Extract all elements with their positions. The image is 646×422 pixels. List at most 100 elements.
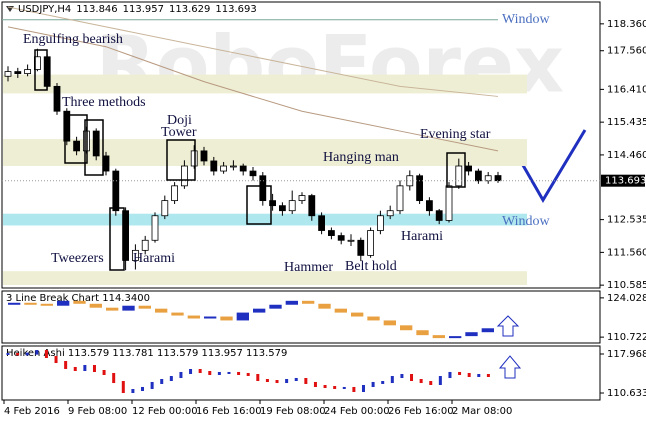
candle-body	[435, 210, 443, 221]
line-break-block	[40, 303, 53, 306]
heiken-bar	[25, 352, 29, 356]
candle-body	[180, 165, 188, 187]
candle-body	[308, 195, 316, 217]
candle-body	[131, 249, 139, 261]
heiken-bar	[438, 376, 442, 385]
heiken-bar	[198, 368, 202, 374]
heiken-bar	[16, 352, 20, 356]
line-break-block	[204, 316, 217, 319]
heiken-bar	[141, 386, 145, 391]
y-tick-label: 110.633	[607, 388, 646, 399]
chart-header: USDJPY,H4 113.846 113.957 113.629 113.693	[18, 4, 257, 15]
x-tick-label: 9 Feb 08:00	[68, 406, 127, 417]
line-break-block	[220, 316, 233, 321]
pattern-box	[109, 207, 125, 271]
candle-body	[357, 239, 365, 256]
header-value: 113.957	[123, 4, 164, 15]
heiken-bar	[160, 378, 164, 384]
heiken-bar	[304, 377, 308, 384]
x-tick-label: 16 Feb 16:00	[196, 406, 262, 417]
heiken-bar	[64, 361, 68, 369]
x-tick-label: 4 Feb 2016	[4, 406, 60, 417]
price-label: 113.693	[605, 176, 646, 187]
moving-average	[7, 6, 499, 97]
candle-body	[445, 185, 453, 221]
heiken-bar	[361, 385, 365, 393]
x-tick-label: 2 Mar 08:00	[452, 406, 512, 417]
pattern-box	[64, 114, 88, 164]
line-break-block	[253, 308, 266, 313]
candle-body	[288, 200, 296, 212]
y-tick-label: 118.360	[607, 19, 646, 30]
heiken-bar	[227, 371, 231, 374]
x-tick-label: 12 Feb 00:00	[132, 406, 198, 417]
annotation: Harami	[133, 251, 175, 266]
zone	[3, 74, 527, 94]
candle-body	[122, 210, 129, 261]
y-tick-label: 124.0289	[607, 293, 646, 304]
zone	[3, 139, 527, 167]
x-tick-label: 24 Feb 00:00	[324, 406, 390, 417]
candle-body	[229, 165, 237, 168]
line-break-block	[351, 312, 364, 317]
candle-body	[347, 239, 355, 242]
y-tick-label: 114.460	[607, 150, 646, 161]
header-value: 113.693	[215, 4, 256, 15]
up-arrow	[496, 315, 520, 337]
candle-body	[249, 170, 257, 177]
line-break-panel	[1, 290, 601, 344]
line-break-block	[8, 302, 21, 305]
heiken-bar	[189, 368, 193, 374]
heiken-bar	[83, 365, 87, 371]
heiken-bar	[275, 380, 279, 384]
candle-body	[327, 230, 335, 236]
candle-body	[416, 175, 424, 202]
line-break-block	[285, 300, 298, 305]
pattern-box	[84, 119, 104, 176]
y-tick-label: 110.585	[607, 280, 646, 291]
candle-body	[465, 165, 473, 172]
line-break-block	[171, 312, 184, 316]
heiken-bar	[400, 373, 404, 379]
main-panel	[1, 1, 601, 289]
heiken-bar	[35, 350, 39, 355]
candle-body	[239, 165, 247, 172]
line-break-block	[416, 330, 429, 336]
candle-body	[455, 165, 463, 187]
heiken-bar	[150, 381, 154, 389]
y-tick-label: 112.535	[607, 215, 646, 226]
price-box	[601, 174, 645, 187]
heiken-bar	[448, 371, 452, 379]
menu-icon	[6, 6, 14, 12]
annotation: Window	[502, 214, 551, 229]
candle-body	[337, 235, 345, 241]
candle-body	[200, 150, 208, 162]
line-break-block	[432, 335, 445, 339]
line-break-block	[106, 307, 119, 311]
line-break-block	[155, 308, 168, 313]
annotation: Doji	[167, 113, 192, 128]
line-break-block	[187, 315, 200, 319]
candle-body	[220, 165, 228, 172]
candle-body	[259, 175, 267, 202]
annotation: Evening star	[420, 127, 491, 142]
candle-body	[425, 200, 433, 212]
annotation: Belt hold	[345, 259, 397, 274]
line-break-block	[122, 305, 135, 311]
line-break-block	[481, 328, 494, 333]
candle-body	[14, 71, 22, 74]
y-tick-label: 117.968	[607, 349, 646, 360]
heiken-bar	[121, 381, 125, 394]
line-break-block	[24, 302, 37, 305]
line-break-block	[138, 305, 151, 309]
moving-average	[7, 26, 499, 152]
line-break-block	[367, 316, 380, 321]
candle-body	[151, 215, 159, 241]
candle-body	[269, 200, 277, 207]
x-tick-label: 19 Feb 08:00	[260, 406, 326, 417]
heiken-bar	[265, 378, 269, 383]
heiken-bar	[73, 366, 77, 371]
line-break-block	[73, 300, 86, 304]
line-break-block	[334, 308, 347, 313]
